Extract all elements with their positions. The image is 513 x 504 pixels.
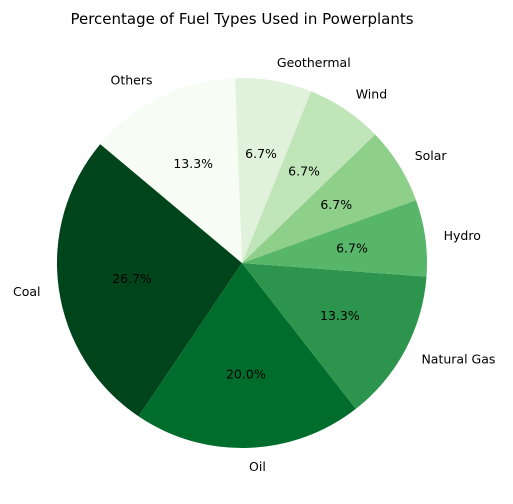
slice-label-natural-gas: Natural Gas	[421, 351, 495, 366]
pie-slices	[56, 77, 428, 449]
pie-slice-geothermal	[235, 77, 312, 264]
slice-label-others: Others	[111, 73, 153, 88]
percentage-label-natural-gas: 13.3%	[320, 308, 360, 323]
pie-slice-wind	[242, 91, 376, 263]
percentage-label-coal: 26.7%	[112, 271, 152, 286]
pie-slice-solar	[242, 134, 416, 263]
slice-label-solar: Solar	[415, 148, 448, 163]
slice-labels: Coal Oil Natural Gas Hydro Solar Wind Geotherm…	[13, 55, 495, 474]
percentage-label-others: 13.3%	[173, 156, 213, 171]
percentage-label-wind: 6.7%	[288, 163, 320, 178]
slice-label-hydro: Hydro	[444, 228, 481, 243]
slice-label-geothermal: Geothermal	[277, 55, 351, 70]
pie-slice-coal	[56, 144, 243, 417]
percentage-label-solar: 6.7%	[320, 197, 352, 212]
percentage-labels: 26.7% 20.0% 13.3% 6.7% 6.7% 6.7% 6.7% 13.3%	[112, 146, 368, 381]
percentage-label-hydro: 6.7%	[336, 240, 368, 255]
slice-label-oil: Oil	[249, 459, 266, 474]
pie-slice-natural-gas	[242, 263, 427, 409]
pie-slice-hydro	[242, 200, 428, 277]
pie-slice-others	[100, 78, 242, 263]
slice-label-wind: Wind	[356, 87, 387, 102]
percentage-label-oil: 20.0%	[226, 366, 266, 381]
slice-label-coal: Coal	[13, 284, 41, 299]
pie-slice-oil	[138, 263, 356, 449]
chart-title: Percentage of Fuel Types Used in Powerpl…	[70, 10, 413, 28]
percentage-label-geothermal: 6.7%	[245, 146, 277, 161]
